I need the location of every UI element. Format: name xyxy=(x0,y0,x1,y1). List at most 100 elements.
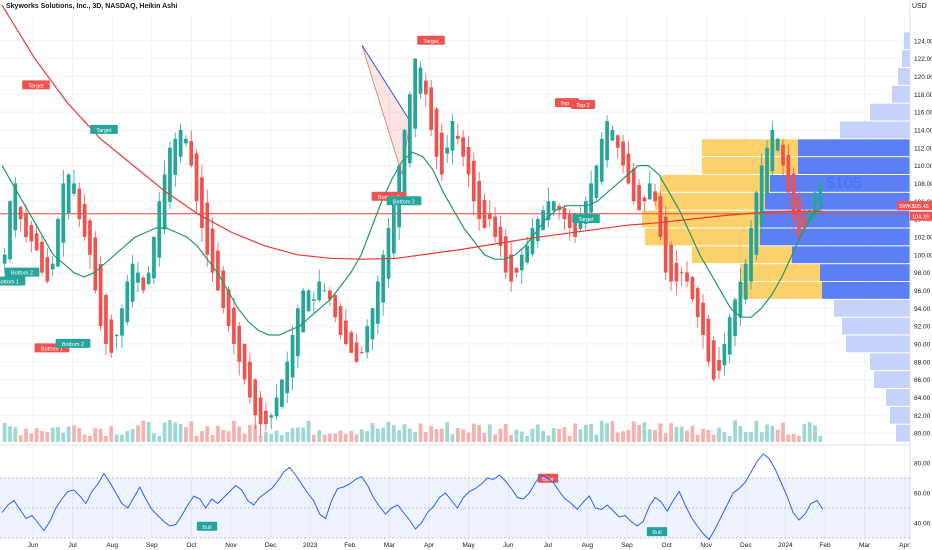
volume-bar xyxy=(34,428,39,442)
volume-profile-buy-bar xyxy=(902,50,910,67)
candle-body xyxy=(498,226,503,246)
candle-body xyxy=(77,188,82,220)
volume-profile-buy-bar xyxy=(798,157,910,174)
volume-bar xyxy=(141,420,146,442)
volume-bar xyxy=(461,429,466,442)
candle-body xyxy=(743,263,748,300)
candle-body xyxy=(423,80,428,95)
volume-bar xyxy=(93,428,98,442)
x-tick-label: Oct xyxy=(662,542,672,549)
volume-profile-buy-bar xyxy=(842,317,910,335)
candle-body xyxy=(50,263,55,270)
candle-body xyxy=(578,219,583,229)
volume-bar xyxy=(487,424,492,442)
volume-bar xyxy=(770,425,775,442)
candle-body xyxy=(173,138,178,175)
y-tick-label: 92.00 xyxy=(914,324,931,331)
volume-bar xyxy=(50,427,55,442)
candle-body xyxy=(797,196,801,237)
volume-bar xyxy=(743,432,748,442)
y-tick-label: 88.00 xyxy=(914,359,931,366)
volume-bar xyxy=(77,428,82,442)
candle-body xyxy=(626,153,631,184)
candle-body xyxy=(280,379,284,407)
candle-body xyxy=(429,87,434,130)
volume-bar xyxy=(381,427,386,442)
volume-bar xyxy=(370,422,375,442)
volume-bar xyxy=(354,434,359,442)
volume-bar xyxy=(455,428,460,442)
volume-bar xyxy=(343,434,348,442)
volume-bar xyxy=(130,429,135,442)
last-price-tag xyxy=(897,201,932,211)
volume-bar xyxy=(114,434,119,442)
candle-body xyxy=(493,216,497,237)
candle-body xyxy=(461,137,466,157)
y-tick-label: 116.00 xyxy=(914,110,932,117)
volume-bar xyxy=(264,432,268,442)
x-tick-label: Jun xyxy=(503,542,514,549)
y-tick-label: 86.00 xyxy=(914,377,931,384)
ma-price-value: 104.39 xyxy=(912,215,929,221)
volume-profile-buy-bar xyxy=(890,406,910,424)
overlay-price-text: $105 xyxy=(826,175,862,192)
x-tick-label: Jul xyxy=(68,542,77,549)
volume-layer xyxy=(2,420,823,442)
x-tick-label: Apr xyxy=(899,542,910,549)
volume-bar xyxy=(61,432,66,442)
candle-body xyxy=(754,192,759,255)
volume-bar xyxy=(615,432,620,442)
last-price-value: 105.45 xyxy=(912,204,929,210)
volume-profile-buy-bar xyxy=(886,389,910,406)
volume-bar xyxy=(605,423,609,442)
volume-bar xyxy=(679,426,684,442)
candle-body xyxy=(701,302,705,335)
candle-body xyxy=(359,352,364,354)
annotation-badge xyxy=(55,338,91,348)
candle-body xyxy=(653,191,657,202)
annotation-label: Top 2 xyxy=(576,103,589,109)
y-tick-label: 94.00 xyxy=(914,306,931,313)
volume-profile-buy-bar xyxy=(870,353,910,371)
volume-bar xyxy=(647,429,652,442)
candle-body xyxy=(328,290,332,300)
candle-body xyxy=(434,108,439,157)
volume-bar xyxy=(258,435,263,442)
volume-bar xyxy=(765,424,769,442)
y-tick-label: 110.00 xyxy=(914,163,932,170)
volume-bar xyxy=(322,434,327,442)
candle-body xyxy=(152,236,156,279)
candle-body xyxy=(413,58,418,129)
volume-bar xyxy=(775,429,780,442)
price-axis[interactable]: 124.00 122.00 120.00 118.00 116.00 114.00 112.… xyxy=(897,0,932,550)
annotation-badge xyxy=(0,276,26,286)
volume-bar xyxy=(274,430,279,442)
x-tick-label: Nov xyxy=(225,542,237,549)
candle-body xyxy=(61,183,66,243)
volume-bar xyxy=(813,425,817,442)
volume-bar xyxy=(786,434,791,442)
rsi-tick-label: 80.00 xyxy=(914,461,931,468)
rsi-tick-label: 60.00 xyxy=(914,491,931,498)
volume-bar xyxy=(674,426,679,442)
candle-body xyxy=(322,290,327,292)
candle-body xyxy=(210,228,215,273)
candle-body xyxy=(663,216,668,273)
candle-body xyxy=(455,135,460,139)
volume-bar xyxy=(109,426,114,442)
y-tick-label: 84.00 xyxy=(914,395,931,402)
candle-body xyxy=(114,335,119,337)
candle-body xyxy=(306,290,311,312)
annotation-label: Bottom 2 xyxy=(62,342,84,348)
annotation-badge xyxy=(572,214,600,224)
volume-profile-buy-bar xyxy=(874,371,910,388)
candle-body xyxy=(242,343,247,380)
candle-body xyxy=(818,183,823,205)
time-axis[interactable]: Jun Jul Aug Sep Oct Nov Dec 2023 Feb Mar Apr May Jun… xyxy=(28,542,910,549)
candle-body xyxy=(29,224,34,242)
candle-body xyxy=(402,129,407,197)
volume-bar xyxy=(98,428,103,442)
candle-body xyxy=(770,129,775,172)
volume-bar xyxy=(631,421,636,442)
